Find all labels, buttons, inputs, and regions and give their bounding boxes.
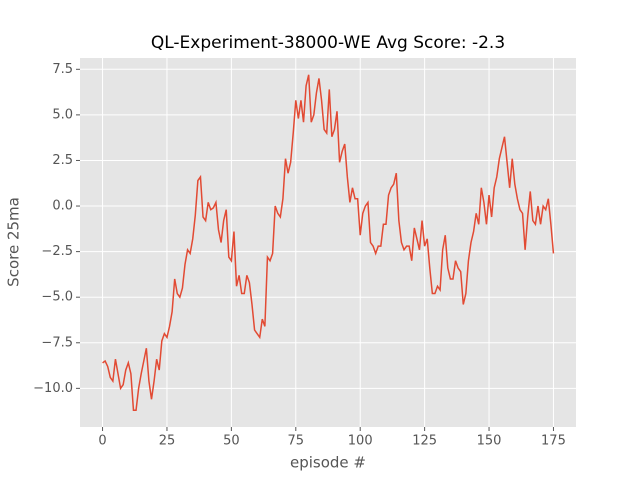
x-tick-label: 25 [159,434,176,449]
line [102,74,555,411]
y-tick-label: −7.5 [41,335,73,350]
y-tick-label: −10.0 [33,381,73,396]
y-tick-label: 0.0 [52,199,73,214]
y-tick-label: 7.5 [52,62,73,77]
x-tick-label: 75 [288,434,305,449]
y-tick-label: 2.5 [52,153,73,168]
y-tick-label: −2.5 [41,244,73,259]
x-tick-label: 125 [412,434,437,449]
y-tick-label: 5.0 [52,107,73,122]
x-tick-label: 100 [348,434,373,449]
x-tick-label: 50 [223,434,240,449]
y-axis-label: Score 25ma [5,197,23,287]
chart-title: QL-Experiment-38000-WE Avg Score: -2.3 [151,33,505,53]
x-tick-label: 175 [541,434,566,449]
x-tick-label: 150 [477,434,502,449]
x-axis-label: episode # [290,454,366,472]
y-tick-label: −5.0 [41,290,73,305]
x-tick-label: 0 [98,434,106,449]
